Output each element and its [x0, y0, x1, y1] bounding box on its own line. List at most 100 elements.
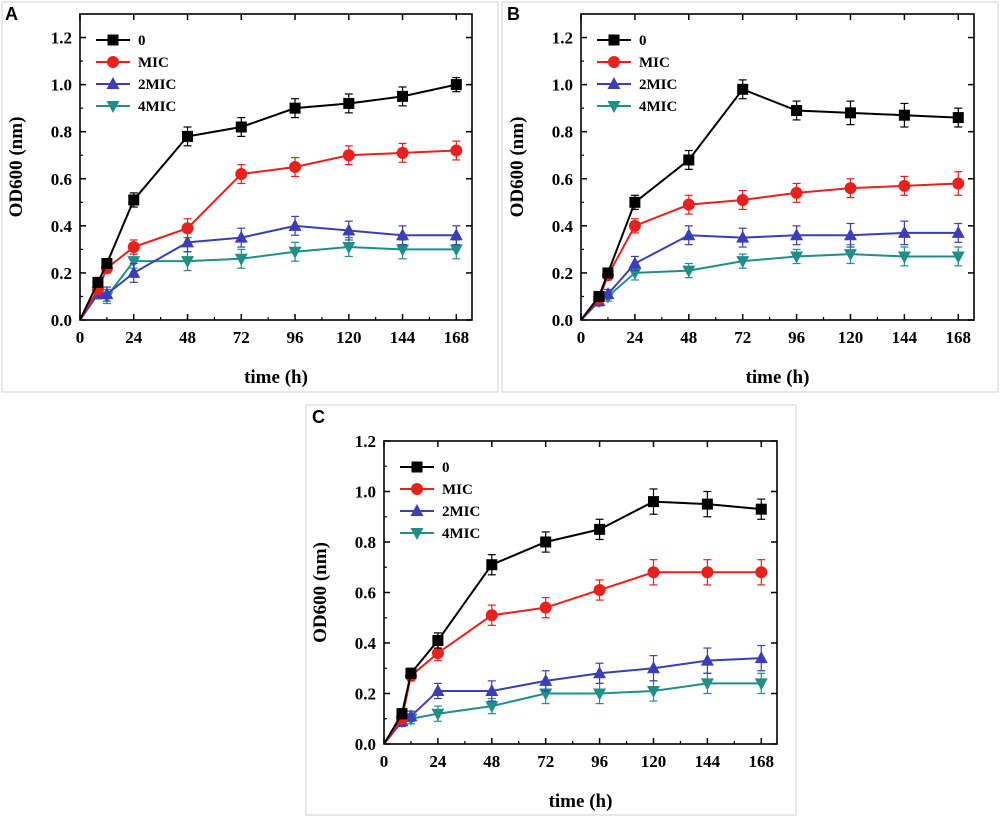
panel-b-series-4mic-point — [736, 256, 750, 269]
chart-panel-a: 0 24 48 72 96 120 144 168 0.0 0.2 0.4 0.6 0.8 1.0 1.2 t… — [6, 13, 473, 388]
panel-b-series-2mic-point — [897, 225, 911, 238]
panel-c-series-mic — [383, 559, 768, 745]
panel-c-x-tick-label: 0 — [380, 752, 389, 771]
panel-c-series-4mic-point — [485, 701, 499, 714]
panel-c-x-axis-title: time (h) — [549, 791, 613, 812]
panel-a-series-0-point — [450, 79, 462, 91]
panel-b-legend-swatch-marker — [608, 56, 620, 68]
panel-c-series-mic-point — [647, 566, 660, 579]
panel-b-x-tick-label: 72 — [734, 328, 751, 347]
panel-a-x-tick-label: 96 — [287, 328, 304, 347]
panel-a-series-4mic-point — [127, 256, 141, 269]
panel-b-plot-frame — [580, 13, 975, 321]
panel-b-series-0-point — [844, 107, 856, 119]
panel-b-label: B — [507, 4, 520, 24]
panel-c-label: C — [312, 407, 325, 427]
panel-a-legend-swatch-marker — [107, 34, 119, 46]
panel-b-y-tick-label: 0.4 — [552, 217, 574, 236]
panel-a-series-4mic-point — [396, 244, 410, 257]
panel-a-plot-frame — [79, 13, 473, 321]
panel-b-x-tick-label: 168 — [946, 328, 972, 347]
panel-a-y-tick-label: 0.0 — [51, 311, 72, 330]
panel-c-x-tick-label: 168 — [749, 752, 775, 771]
panel-c-series-4mic-point — [700, 678, 714, 691]
panel-b-series-mic-point — [952, 177, 965, 190]
panel-b-series-2mic-point — [951, 225, 965, 238]
panel-a-legend-swatch-marker — [106, 101, 120, 113]
panel-b-series-2mic-point — [628, 256, 642, 269]
panel-b-series-4mic-point — [682, 265, 696, 278]
panel-c-series-4mic-point — [754, 678, 768, 691]
panel-c-series-mic-point — [755, 566, 768, 579]
panel-c-series-mic-point — [431, 647, 444, 660]
panel-a-series-2mic-point — [100, 287, 114, 300]
panel-a-series-0-point — [101, 258, 113, 270]
panel-a-series-4mic-point — [449, 244, 463, 257]
panel-b-y-tick-label: 0.2 — [552, 264, 573, 283]
panel-c-x-tick-label: 120 — [641, 752, 667, 771]
panel-c-series-0-point — [755, 503, 767, 515]
panel-a-series-0-point — [182, 130, 194, 142]
panel-c-series-0-point — [594, 523, 606, 535]
panel-b-x-tick-label: 144 — [892, 328, 918, 347]
panel-a-series-mic-point — [127, 241, 140, 254]
panel-b-series-0-point — [629, 196, 641, 208]
panel-b-legend-swatch-marker — [607, 77, 621, 89]
panel-b-series-2mic-point — [601, 287, 615, 300]
panel-a-series-2mic-point — [396, 228, 410, 241]
panel-b-series-2mic-point — [790, 228, 804, 241]
panel-c-series-4mic-point — [431, 708, 445, 721]
panel-b-legend-swatch-marker — [607, 101, 621, 113]
panel-b-y-tick-label: 1.2 — [552, 29, 573, 48]
panel-a-series-mic-point — [342, 149, 355, 162]
panel-a-x-tick-label: 72 — [233, 328, 250, 347]
panel-b-series-4mic-point — [951, 251, 965, 264]
panel-c-y-tick-label: 0.6 — [355, 584, 376, 603]
panel-c-series-0-point — [405, 667, 417, 679]
panel-b-y-tick-label: 0.0 — [552, 311, 573, 330]
panel-a-series-2mic-point — [181, 235, 195, 248]
panel-c-y-tick-label: 0.2 — [355, 685, 376, 704]
panel-b-series-mic-point — [790, 186, 803, 199]
panel-c-series-2mic-point — [431, 683, 445, 696]
panel-c-x-tick-label: 144 — [695, 752, 721, 771]
panel-b-y-tick-label: 1.0 — [552, 76, 573, 95]
panel-b-y-axis-title: OD600 (nm) — [507, 117, 528, 218]
panel-c-x-tick-label: 96 — [591, 752, 608, 771]
panel-c-series-0-point — [486, 559, 498, 571]
panel-c-y-tick-label: 0.4 — [355, 634, 377, 653]
panel-a-series-0-point — [343, 97, 355, 109]
panel-b-series-0-point — [791, 105, 803, 117]
panel-a-series-0-point — [397, 90, 409, 102]
panel-b-legend-label: MIC — [639, 55, 670, 71]
panel-c-series-2mic-point — [700, 653, 714, 666]
panel-b-series-2mic-point — [736, 230, 750, 243]
panel-b-x-tick-label: 96 — [788, 328, 805, 347]
panel-b-series-0-point — [593, 290, 605, 302]
panel-a-frame — [1, 1, 499, 393]
panel-a-y-tick-label: 0.4 — [51, 217, 73, 236]
panel-c-series-mic-point — [593, 583, 606, 596]
panel-c-legend-label: 4MIC — [442, 526, 480, 542]
panel-c-series-2mic-point — [754, 651, 768, 664]
panel-c-y-tick-label: 0.8 — [355, 533, 376, 552]
panel-a-series-0-line — [79, 83, 457, 321]
panel-b-series-mic-point — [736, 193, 749, 206]
panel-a-y-tick-label: 0.6 — [51, 170, 72, 189]
panel-b-series-0-point — [952, 112, 964, 124]
panel-c-legend-label: MIC — [442, 482, 473, 498]
panel-b-series-0-line — [580, 88, 959, 321]
panel-c-series-0-line — [383, 500, 762, 745]
panel-c-series-mic-point — [485, 609, 498, 622]
panel-b-series-mic-point — [628, 219, 641, 232]
panel-b-y-tick-label: 0.8 — [552, 123, 573, 142]
panel-a-series-0-point — [92, 276, 104, 288]
panel-b-series-4mic-point — [897, 251, 911, 264]
panel-a-legend-label: 0 — [138, 33, 146, 49]
panel-a-y-tick-label: 1.0 — [51, 76, 72, 95]
panel-c-legend-label: 0 — [442, 460, 450, 476]
panel-c-y-tick-label: 1.2 — [355, 432, 376, 451]
panel-a-legend-swatch-marker — [106, 77, 120, 89]
